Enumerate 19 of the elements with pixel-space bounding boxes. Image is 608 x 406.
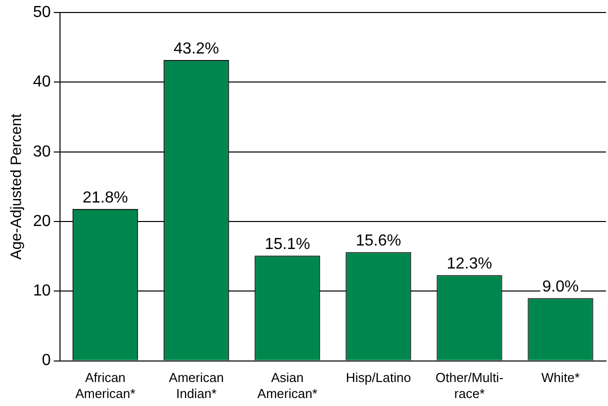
data-label: 21.8% bbox=[82, 189, 128, 206]
x-tick-label: Hisp/Latino bbox=[346, 370, 411, 386]
y-tick-label: 50 bbox=[33, 4, 51, 22]
y-tick-label: 40 bbox=[33, 74, 51, 91]
x-tick-label: American Indian* bbox=[168, 370, 224, 401]
data-label: 9.0% bbox=[542, 278, 579, 296]
y-axis-title: Age-Adjusted Percent bbox=[8, 112, 26, 260]
data-label: 43.2% bbox=[174, 40, 220, 58]
y-tick-label: 0 bbox=[42, 352, 51, 370]
y-tick-label: 30 bbox=[33, 143, 51, 160]
y-tick-label: 20 bbox=[33, 212, 51, 230]
x-tick-label: Other/Multi- race* bbox=[435, 370, 504, 401]
y-tick-label: 10 bbox=[33, 282, 51, 300]
data-label: 15.1% bbox=[264, 236, 310, 254]
x-tick-label: African American* bbox=[75, 370, 136, 401]
data-label: 15.6% bbox=[356, 232, 402, 250]
x-tick-label: White* bbox=[541, 370, 580, 386]
x-tick-label: Asian American* bbox=[257, 370, 318, 401]
data-label: 12.3% bbox=[446, 256, 492, 273]
